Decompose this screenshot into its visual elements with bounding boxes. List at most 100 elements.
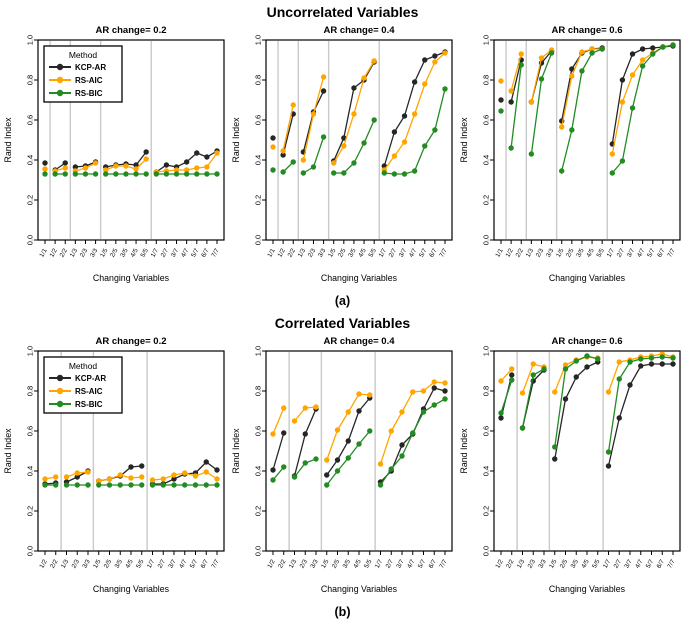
y-tick-label: 0.4 [482,466,491,476]
data-point [579,49,585,55]
x-tick-label: 5/7 [190,247,201,259]
legend-entry-label: RS-BIC [75,89,103,98]
legend-entry-label: RS-AIC [75,76,103,85]
data-point [42,171,48,177]
data-point [573,358,579,364]
data-point [605,449,612,455]
x-tick-label: 3/7 [167,558,178,570]
x-tick-label: 5/7 [417,558,428,570]
data-point [410,389,416,395]
data-point [548,50,555,56]
data-point [573,374,579,380]
data-point [377,482,384,488]
series-rs-aic [270,379,448,467]
data-point [351,160,357,166]
x-tick-label: 2/7 [385,558,396,570]
data-point [53,482,59,488]
data-point [411,79,418,85]
x-tick-label: 5/7 [189,558,200,570]
y-tick-label: 1.0 [254,35,263,45]
data-point [324,482,330,488]
x-tick-label: 1/2 [48,247,59,259]
data-point [431,379,437,385]
x-tick-label: 4/7 [406,558,417,570]
data-point [562,396,569,402]
data-point [74,474,80,480]
legend-entry-label: RS-BIC [75,400,103,409]
data-point [371,58,377,64]
y-axis-title: Rand Index [231,117,241,163]
y-axis-title: Rand Index [231,428,241,474]
data-point [629,72,636,78]
data-point [345,409,351,415]
data-point [113,163,119,169]
data-point [192,473,199,479]
data-point [569,66,575,72]
chart-panel-a-02: AR change= 0.20.00.20.40.60.81.01/1 1/2 2/… [3,25,225,283]
data-point [616,376,622,382]
data-point [143,171,149,177]
data-point [616,359,622,365]
series-rs-bic [498,42,676,176]
data-point [410,430,416,436]
y-axis: 0.0 0.2 0.4 0.6 0.8 1.0 [254,35,266,245]
data-point [519,390,526,396]
data-point [627,359,633,365]
data-point [117,482,123,488]
data-point [204,171,210,177]
y-axis-title: Rand Index [459,117,469,163]
series-kcp-ar [42,148,220,175]
data-point [334,427,341,433]
section-title-uncorrelated: Uncorrelated Variables [266,4,419,20]
data-point [399,409,405,415]
x-tick-label: 5/5 [595,247,606,259]
data-point [96,478,102,484]
panel-title: AR change= 0.4 [323,25,395,36]
data-point [639,57,646,63]
x-tick-label: 2/5 [109,247,120,259]
section-title-correlated: Correlated Variables [274,315,411,331]
data-point [589,46,595,52]
x-tick-label: 3/5 [575,247,586,259]
x-tick-label: 7/7 [666,247,677,259]
data-point [149,482,156,488]
x-tick-label: 4/5 [585,247,596,259]
data-point [442,396,448,402]
x-tick-label: 2/3 [299,558,310,570]
x-tick-label: 1/5 [320,558,331,570]
data-point [63,474,70,480]
data-point [82,171,89,177]
y-tick-label: 0.4 [482,155,491,165]
x-tick-label: 3/7 [623,558,634,570]
data-point [103,171,109,177]
x-tick-label: 2/3 [71,558,82,570]
x-axis: 1/1 1/2 2/2 1/3 2/3 3/3 1/5 2/5 3/5 4/5 5/5 1/7 2/7 3… [266,240,449,259]
chart-panel-a-06: AR change= 0.60.00.20.40.60.81.01/1 1/2 2/… [459,25,681,283]
y-tick-label: 0.4 [26,155,35,165]
y-tick-label: 0.0 [254,235,263,245]
chart-panel-a-04: AR change= 0.40.00.20.40.60.81.01/1 1/2 2/… [231,25,453,283]
data-point [356,441,362,447]
data-point [377,461,384,467]
data-point [106,482,113,488]
data-point [42,476,48,482]
x-tick-label: 1/2 [504,247,515,259]
data-point [143,149,149,155]
x-tick-label: 1/3 [69,247,80,259]
data-point [270,467,276,473]
y-tick-label: 0.2 [254,195,263,205]
y-tick-label: 0.2 [482,195,491,205]
x-axis-title: Changing Variables [93,584,170,594]
data-point [300,157,307,163]
data-point [670,42,676,48]
data-point [650,51,656,57]
x-tick-label: 1/7 [602,558,613,570]
x-tick-label: 1/7 [146,558,157,570]
x-tick-label: 3/5 [342,558,353,570]
data-point [280,148,286,154]
data-point [324,457,330,463]
data-point [518,51,524,57]
data-point [552,389,558,395]
data-point [194,165,200,171]
